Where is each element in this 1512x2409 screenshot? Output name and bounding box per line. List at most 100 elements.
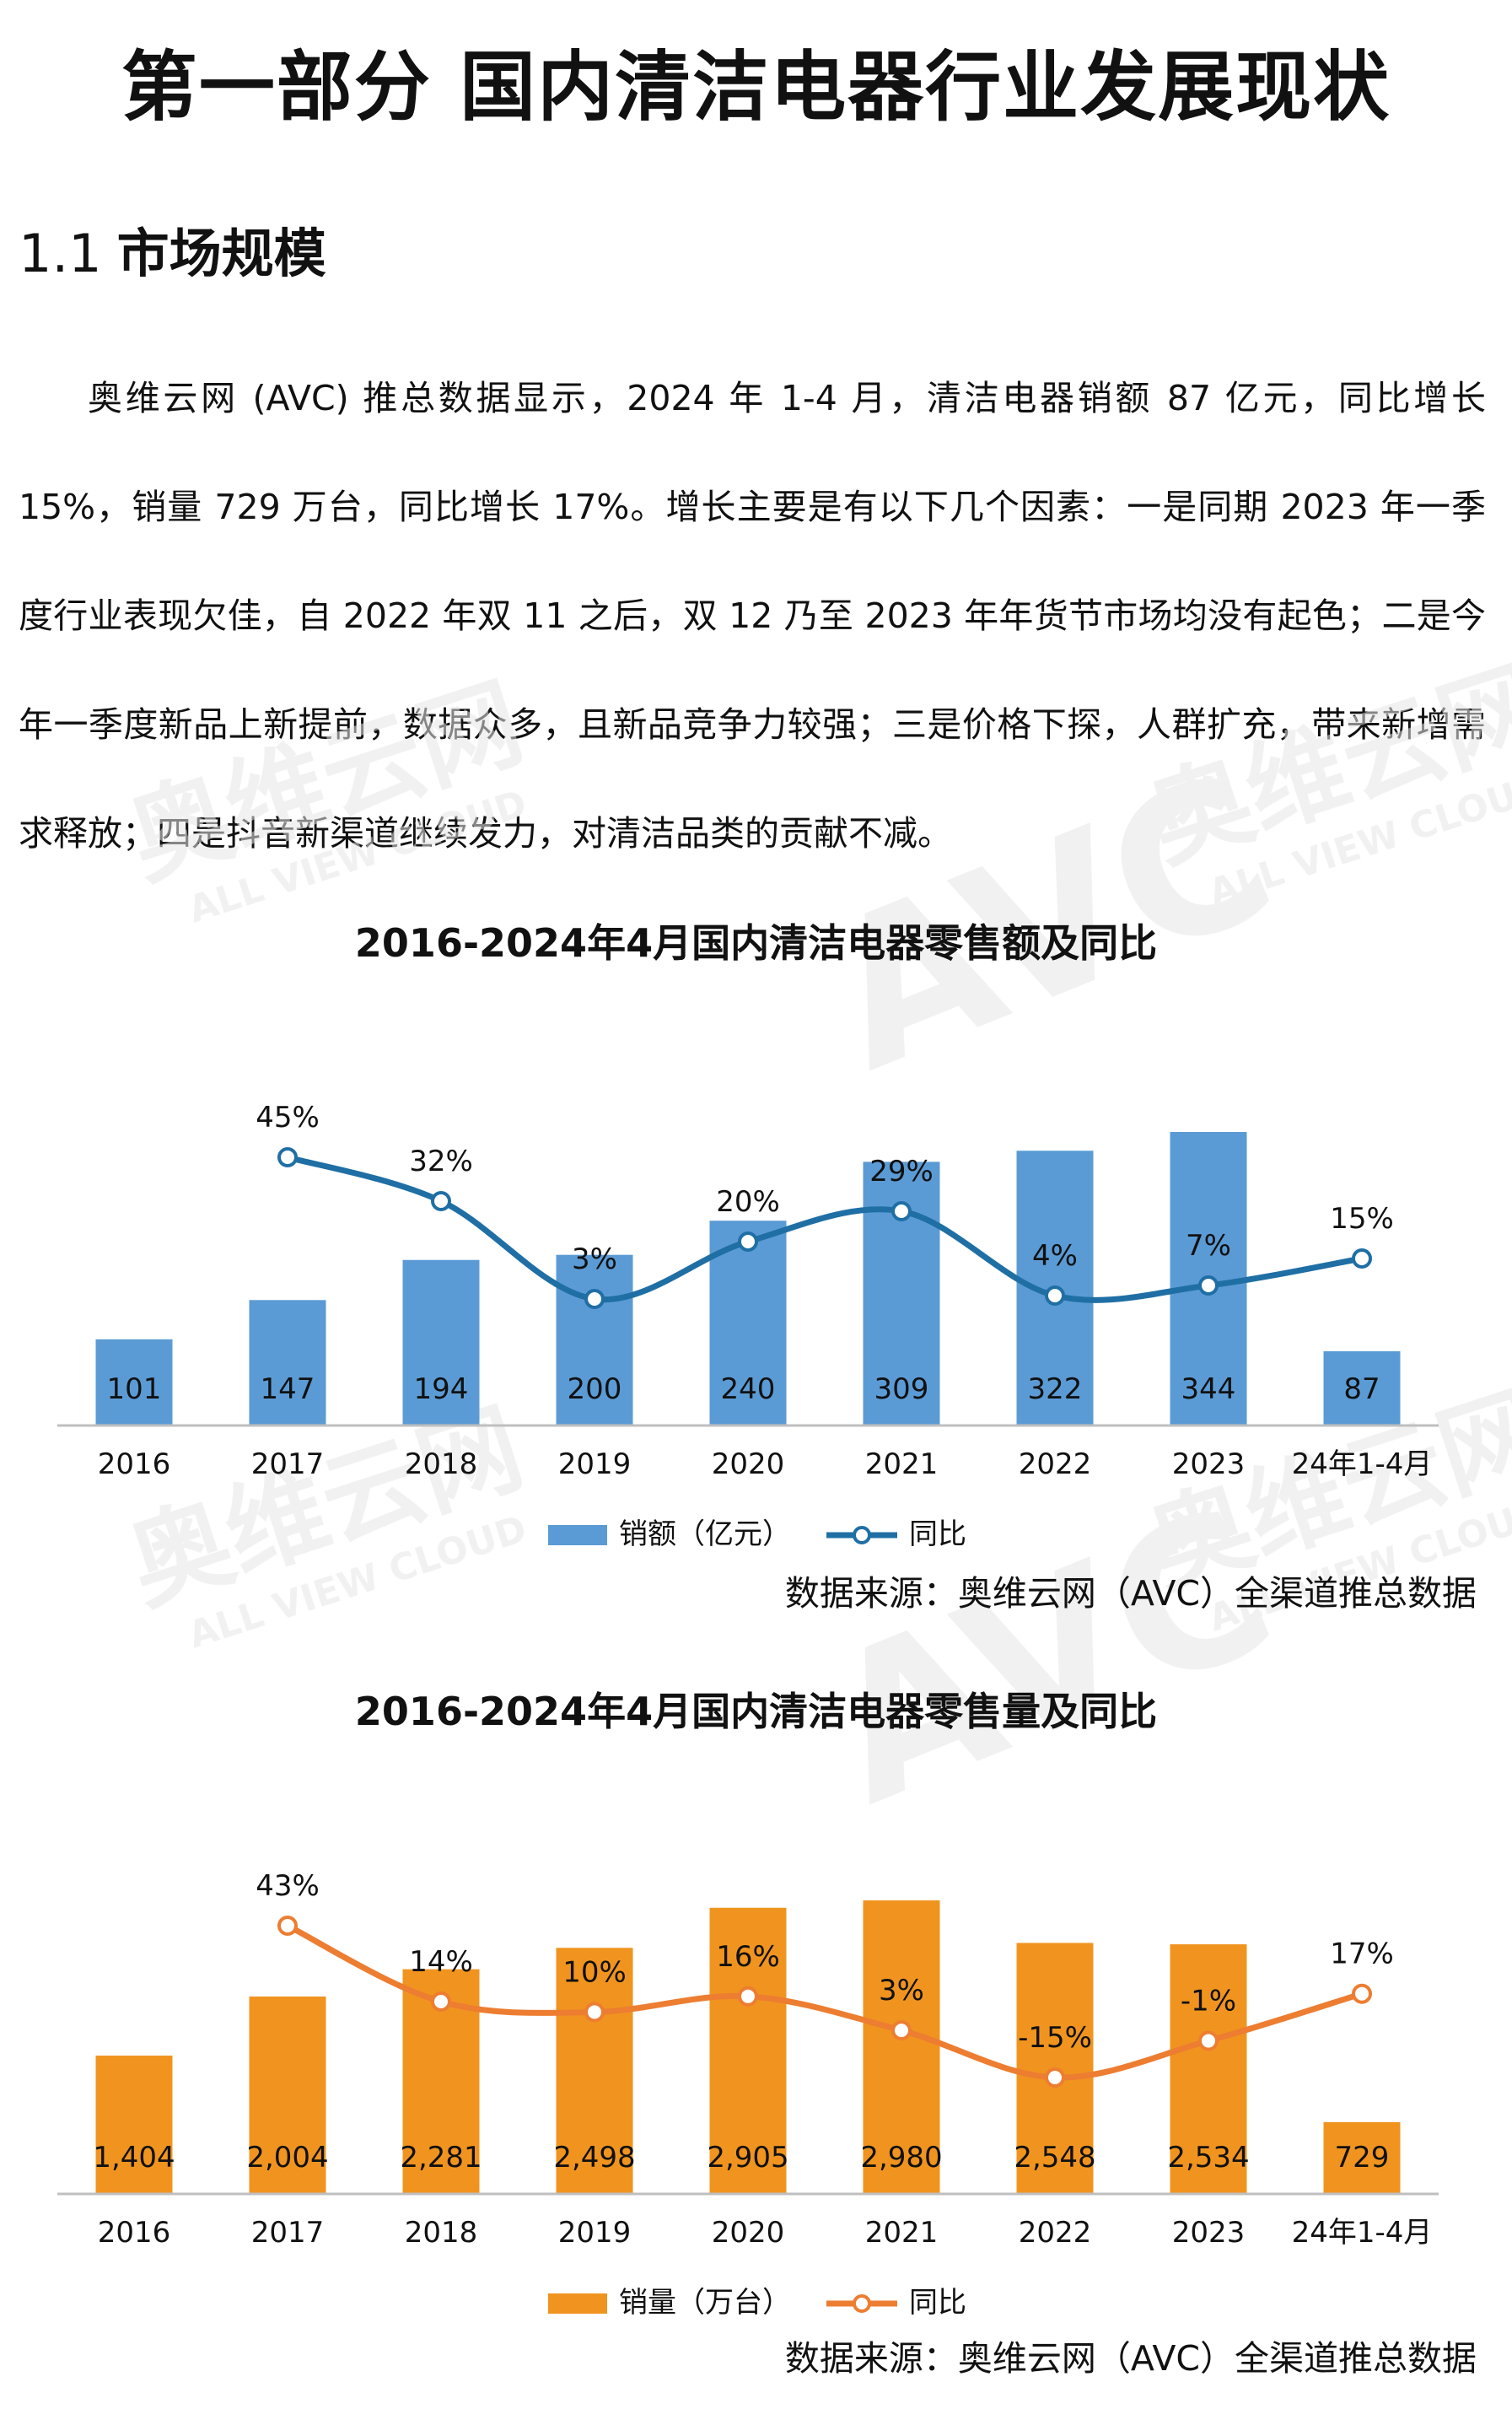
legend-line-marker — [853, 2294, 871, 2313]
x-tick-label: 2016 — [98, 2216, 171, 2250]
bar — [1170, 1944, 1247, 2194]
x-tick-label: 2021 — [865, 1447, 939, 1481]
yoy-point — [584, 1289, 605, 1309]
bar — [95, 1339, 173, 1425]
yoy-point — [1045, 1285, 1065, 1306]
x-tick-label: 2019 — [558, 2216, 632, 2250]
data-source-note: 数据来源：奥维云网（AVC）全渠道推总数据 — [784, 1573, 1477, 1614]
bar-value-label: 309 — [874, 1372, 929, 1406]
chart-title: 2016-2024年4月国内清洁电器零售额及同比 — [354, 920, 1158, 966]
bar-value-label: 322 — [1028, 1372, 1083, 1406]
yoy-point — [738, 1231, 758, 1252]
yoy-value-label: 7% — [1186, 1229, 1231, 1263]
bar — [402, 1259, 480, 1425]
yoy-value-label: 16% — [716, 1940, 780, 1974]
x-tick-label: 2022 — [1019, 2216, 1092, 2250]
legend-line-label: 同比 — [909, 2286, 966, 2320]
x-tick-label: 2017 — [251, 2216, 325, 2250]
bar-value-label: 2,980 — [860, 2141, 942, 2175]
sales-volume-chart: 2016-2024年4月国内清洁电器零售量及同比 1,404 2,004 2,281… — [0, 1681, 1512, 2381]
yoy-point — [1198, 1275, 1219, 1296]
bar-value-label: 1,404 — [93, 2141, 175, 2175]
bar-value-label: 200 — [568, 1372, 622, 1406]
yoy-value-label: 3% — [879, 1974, 924, 2008]
yoy-line — [284, 1154, 1365, 1303]
chart-legend: 销额（亿元） 同比 — [548, 1517, 966, 1551]
yoy-point — [738, 1986, 758, 2007]
bar-value-label: 2,004 — [246, 2141, 328, 2175]
yoy-value-label: 43% — [256, 1869, 320, 1903]
bar-value-label: 2,548 — [1014, 2141, 1095, 2175]
yoy-value-label: 29% — [869, 1155, 934, 1188]
legend-line-label: 同比 — [909, 1517, 966, 1551]
yoy-point — [1352, 1983, 1372, 2004]
yoy-point — [1045, 2067, 1065, 2088]
yoy-value-label: -1% — [1181, 1985, 1236, 2018]
legend-bar-swatch — [548, 2293, 607, 2314]
bar — [709, 1221, 787, 1425]
yoy-point — [1198, 2030, 1219, 2051]
bar — [863, 1900, 940, 2194]
x-tick-label: 2016 — [98, 1447, 171, 1481]
x-tick-label: 2020 — [712, 1447, 785, 1481]
bar — [95, 2056, 173, 2194]
yoy-value-label: -15% — [1018, 2021, 1092, 2055]
yoy-value-label: 4% — [1032, 1239, 1078, 1273]
yoy-point — [277, 1147, 298, 1167]
x-tick-label: 2018 — [405, 1447, 478, 1481]
yoy-value-label: 3% — [572, 1242, 617, 1276]
x-tick-label: 2023 — [1172, 2216, 1246, 2250]
sales-value-plot: 101 147 194 200 240 309 322 344 87 2016 2017 2018 20… — [57, 1101, 1439, 1551]
section-number: 1.1 — [19, 223, 102, 284]
bar-value-label: 2,534 — [1167, 2141, 1249, 2175]
x-tick-label: 2018 — [405, 2216, 478, 2250]
data-source-note: 数据来源：奥维云网（AVC）全渠道推总数据 — [784, 2338, 1477, 2379]
bar — [249, 1300, 326, 1425]
x-tick-label: 24年1-4月 — [1292, 1447, 1433, 1481]
section-heading: 1.1 市场规模 — [19, 211, 326, 287]
bar-value-label: 2,281 — [400, 2141, 482, 2175]
bar — [1323, 1350, 1401, 1425]
page-title: 第一部分 国内清洁电器行业发展现状 — [121, 43, 1391, 132]
bar-value-label: 729 — [1335, 2141, 1390, 2175]
x-tick-label: 2021 — [865, 2216, 939, 2250]
bar-value-label: 344 — [1181, 1372, 1236, 1406]
yoy-point — [431, 1191, 451, 1211]
legend-bar-swatch — [548, 1525, 607, 1545]
yoy-point — [891, 1201, 912, 1221]
bar-value-label: 194 — [414, 1372, 469, 1406]
x-tick-label: 2020 — [712, 2216, 785, 2250]
bar — [249, 1996, 326, 2194]
yoy-value-label: 20% — [716, 1185, 780, 1219]
yoy-value-label: 17% — [1330, 1937, 1394, 1971]
sales-value-chart: 2016-2024年4月国内清洁电器零售额及同比 101 147 194 200 240… — [0, 913, 1512, 1613]
sales-volume-plot: 1,404 2,004 2,281 2,498 2,905 2,980 2,548 2,534… — [57, 1869, 1439, 2320]
bar-value-label: 147 — [261, 1372, 315, 1406]
bar — [1323, 2121, 1401, 2194]
legend-bar-label: 销额（亿元） — [619, 1517, 791, 1551]
market-size-paragraph: 奥维云网 (AVC) 推总数据显示，2024 年 1-4 月，清洁电器销额 87… — [19, 378, 1486, 854]
bar-value-label: 2,905 — [707, 2141, 788, 2175]
x-tick-label: 2022 — [1019, 1447, 1092, 1481]
bar-value-label: 2,498 — [553, 2141, 635, 2175]
section-title: 市场规模 — [116, 223, 326, 284]
bar — [556, 1948, 633, 2194]
x-tick-label: 2023 — [1172, 1447, 1246, 1481]
x-tick-label: 2019 — [558, 1447, 632, 1481]
yoy-value-label: 45% — [256, 1101, 320, 1134]
x-tick-label: 24年1-4月 — [1292, 2216, 1433, 2250]
yoy-point — [1352, 1248, 1372, 1269]
x-tick-label: 2017 — [251, 1447, 325, 1481]
yoy-value-label: 14% — [409, 1945, 473, 1979]
yoy-value-label: 32% — [409, 1145, 473, 1178]
legend-bar-label: 销量（万台） — [619, 2286, 791, 2320]
yoy-point — [584, 2002, 605, 2023]
yoy-point — [891, 2020, 912, 2041]
bar-value-label: 101 — [107, 1372, 162, 1406]
yoy-value-label: 10% — [562, 1955, 627, 1989]
yoy-point — [277, 1916, 298, 1936]
bar — [556, 1254, 633, 1425]
yoy-value-label: 15% — [1330, 1202, 1394, 1236]
bar — [709, 1907, 787, 2194]
bar-value-label: 87 — [1343, 1372, 1380, 1406]
